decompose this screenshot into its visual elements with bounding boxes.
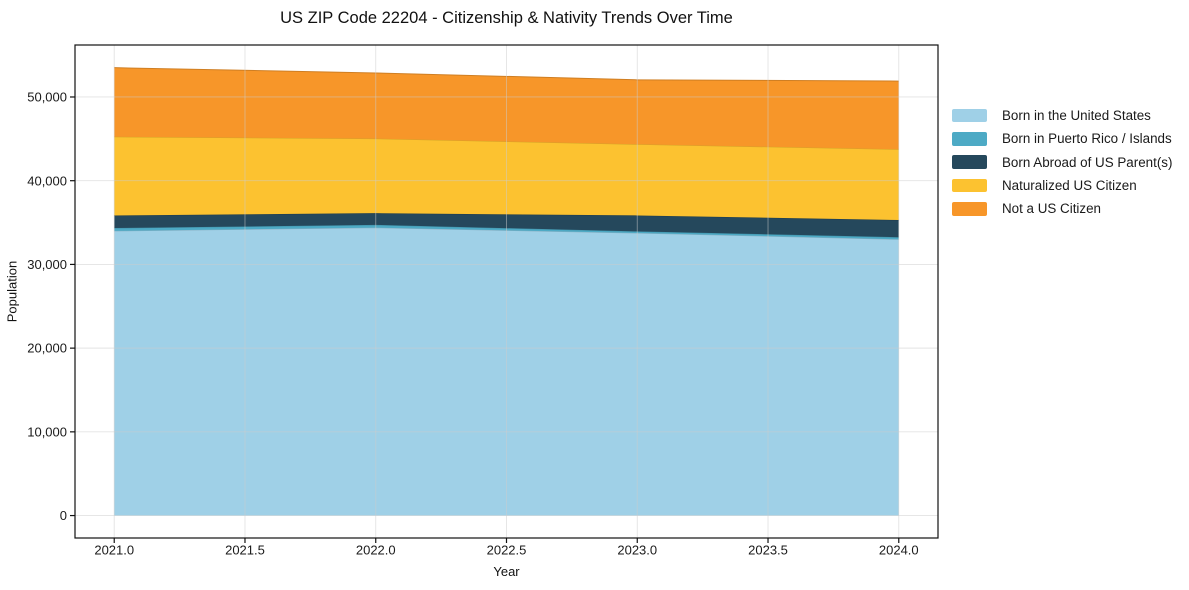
legend-swatch: [952, 132, 987, 146]
legend-item-not-a-us-citizen: Not a US Citizen: [952, 197, 1172, 220]
legend-swatch: [952, 178, 987, 193]
legend-swatch: [952, 108, 987, 123]
y-tick-label: 50,000: [27, 90, 67, 105]
legend-label: Born in the United States: [1002, 108, 1151, 124]
y-tick-label: 30,000: [27, 257, 67, 272]
y-tick-label: 40,000: [27, 173, 67, 188]
legend-item-born-in-puerto-rico-islands: Born in Puerto Rico / Islands: [952, 127, 1172, 150]
legend-item-born-abroad-of-us-parent-s: Born Abroad of US Parent(s): [952, 151, 1172, 174]
legend-swatch: [952, 202, 987, 216]
y-tick-label: 0: [60, 508, 67, 523]
x-tick-label: 2021.5: [225, 543, 265, 558]
legend-label: Naturalized US Citizen: [1002, 178, 1137, 194]
x-tick-label: 2023.0: [617, 543, 657, 558]
legend-label: Born Abroad of US Parent(s): [1002, 154, 1173, 170]
legend-label: Born in Puerto Rico / Islands: [1002, 131, 1172, 147]
y-tick-label: 20,000: [27, 341, 67, 356]
x-tick-label: 2024.0: [879, 543, 919, 558]
legend-swatch: [952, 155, 987, 169]
x-tick-label: 2022.5: [487, 543, 527, 558]
x-axis-label: Year: [493, 564, 520, 579]
y-tick-label: 10,000: [27, 424, 67, 439]
chart-legend: Born in the United States Born in Puerto …: [952, 104, 1172, 220]
chart-title: US ZIP Code 22204 - Citizenship & Nativi…: [280, 9, 733, 27]
legend-label: Not a US Citizen: [1002, 201, 1101, 217]
x-tick-label: 2023.5: [748, 543, 788, 558]
x-tick-label: 2022.0: [356, 543, 396, 558]
legend-item-born-in-the-united-states: Born in the United States: [952, 104, 1172, 127]
x-tick-label: 2021.0: [94, 543, 134, 558]
legend-item-naturalized-us-citizen: Naturalized US Citizen: [952, 174, 1172, 197]
